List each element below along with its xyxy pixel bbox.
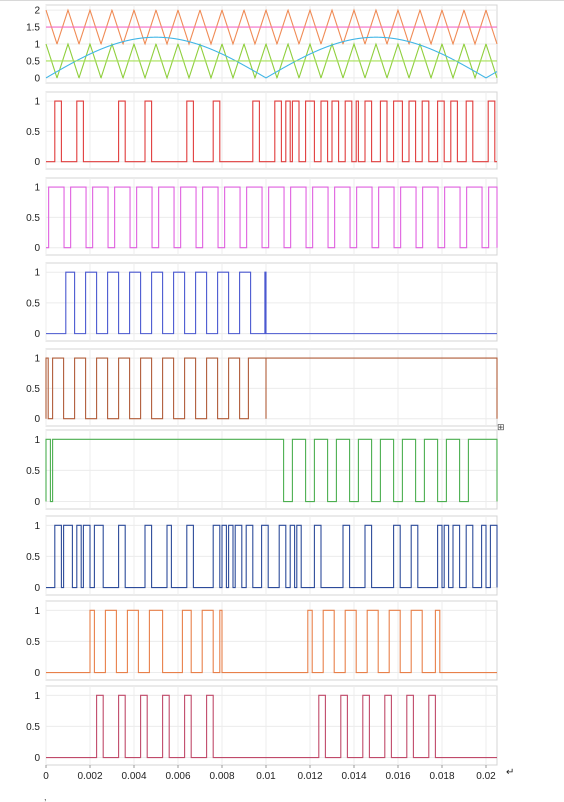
panel-frame (45, 429, 498, 510)
panels-layer: 00.511.5200.5100.5100.5100.5100.5100.510… (26, 4, 498, 782)
panel-frame (45, 91, 498, 170)
y-tick-label: 0 (34, 73, 40, 84)
x-tick-label: 0.006 (165, 771, 190, 782)
y-tick-label: 1 (34, 183, 40, 194)
chart-panel-1: 0 0.5 1 1.5 2 (26, 4, 498, 84)
series-line-3 (45, 36, 498, 79)
x-tick-label: 0.002 (77, 771, 102, 782)
chart-panel-5: 00.51 (26, 348, 498, 427)
x-tick-label: 0.008 (209, 771, 234, 782)
y-tick-label: 0 (34, 157, 40, 168)
y-tick-label: 0.5 (26, 637, 40, 648)
series-line-1 (46, 100, 497, 163)
y-tick-label: 1 (34, 691, 40, 702)
y-tick-label: 0.5 (26, 552, 40, 563)
y-tick-label: 1.5 (26, 23, 40, 34)
y-tick-label: 1 (34, 97, 40, 108)
series-line-1 (46, 609, 497, 674)
chart-panel-7: 00.51 (26, 515, 498, 596)
y-tick-label: 0 (34, 329, 40, 340)
x-tick-label: 0 (43, 771, 49, 782)
chart-panel-6: 00.51 (26, 429, 498, 510)
y-tick-label: 1 (34, 268, 40, 279)
x-tick-label: 0.01 (256, 771, 276, 782)
series-line-1 (45, 357, 498, 420)
panel-frame (45, 685, 498, 766)
y-tick-label: 0 (34, 583, 40, 594)
chart-panel-3: 00.51 (26, 177, 498, 256)
series-line-1 (45, 438, 498, 503)
y-tick-label: 0.5 (26, 56, 40, 67)
y-tick-label: 0.5 (26, 722, 40, 733)
panel-frame (45, 262, 498, 342)
x-tick-label: 0.012 (297, 771, 322, 782)
y-tick-label: 0.5 (26, 466, 40, 477)
series-line-1 (46, 186, 498, 249)
y-tick-label: 0 (34, 668, 40, 679)
x-tick-label: 0.014 (341, 771, 366, 782)
y-tick-label: 0 (34, 414, 40, 425)
y-tick-label: 0 (34, 497, 40, 508)
chart-panel-4: 00.51 (26, 262, 498, 342)
return-mark: ↵ (506, 767, 514, 778)
chart-panel-2: 00.51 (26, 91, 498, 170)
y-tick-label: 1 (34, 521, 40, 532)
y-tick-label: 1 (34, 40, 40, 51)
chart-panel-9: 0 0.5 1 0 0.002 0.004 0.006 0.008 0.01 0.012 0.014… (26, 685, 498, 782)
y-tick-label: 0.5 (26, 384, 40, 395)
x-tick-label: 0.004 (121, 771, 146, 782)
page-top-rule (0, 0, 564, 1)
y-tick-label: 0 (34, 753, 40, 764)
anchor-mark: ⊞ (497, 422, 505, 432)
panel-frame (45, 515, 498, 596)
panel-frame (45, 348, 498, 427)
y-tick-label: 0 (34, 243, 40, 254)
y-tick-label: 1 (34, 354, 40, 365)
chart-panel-8: 00.51 (26, 600, 498, 681)
y-tick-label: 2 (34, 6, 40, 17)
x-tick-label: 0.018 (429, 771, 454, 782)
y-tick-label: 0.5 (26, 298, 40, 309)
panel-frame (45, 600, 498, 681)
dot-mark: , (44, 792, 47, 802)
x-tick-label: 0.016 (385, 771, 410, 782)
y-tick-label: 1 (34, 606, 40, 617)
series-line-1 (46, 271, 497, 335)
x-tick-label: 0.02 (476, 771, 496, 782)
series-line-1 (46, 524, 498, 589)
y-tick-label: 1 (34, 435, 40, 446)
series-line-1 (46, 694, 497, 759)
y-tick-label: 0.5 (26, 213, 40, 224)
panel-frame (45, 177, 498, 256)
y-tick-label: 0.5 (26, 127, 40, 138)
